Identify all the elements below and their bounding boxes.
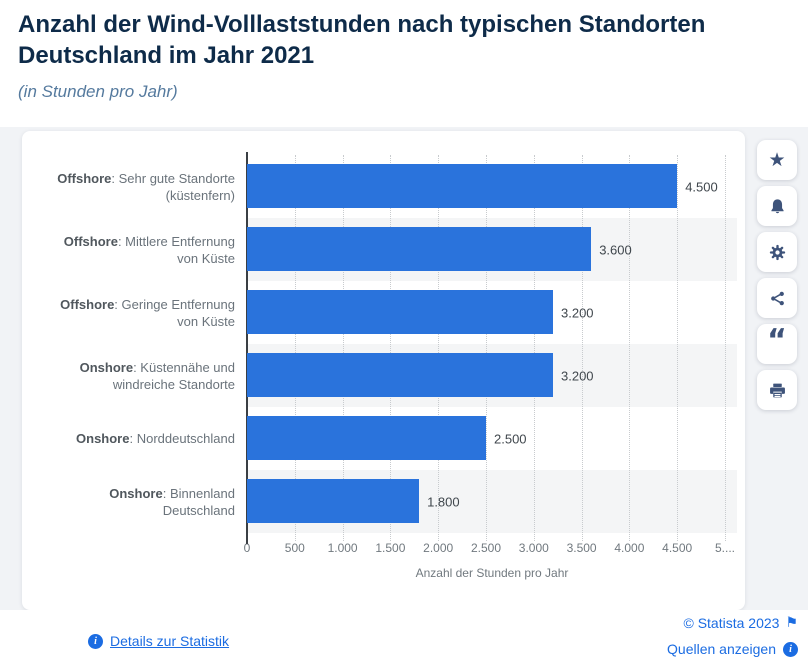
- sources-link[interactable]: Quellen anzeigen i: [667, 638, 798, 660]
- toolbar-cite-button[interactable]: “: [757, 324, 797, 364]
- chart-row: Onshore: Küstennähe und windreiche Stand…: [22, 344, 737, 407]
- x-axis: 0 500 1.000 1.500 2.000 2.500 3.000 3.500 4.000 4…: [243, 541, 747, 557]
- bar-value-label: 4.500: [685, 179, 718, 194]
- x-tick: 2.000: [423, 541, 454, 555]
- toolbar-favorite-button[interactable]: ★: [757, 140, 797, 180]
- bar-value-label: 1.800: [427, 494, 460, 509]
- plot-row: 3.600: [247, 218, 737, 281]
- toolbar-alerts-button[interactable]: [757, 186, 797, 226]
- chart-card: Offshore: Sehr gute Standorte (küstenfer…: [22, 131, 745, 610]
- x-tick: 3.500: [566, 541, 597, 555]
- chart-row: Offshore: Geringe Entfernung von Küste 3.…: [22, 281, 737, 344]
- bar[interactable]: [247, 353, 553, 397]
- bar-chart: Offshore: Sehr gute Standorte (küstenfer…: [22, 155, 737, 533]
- x-tick: 4.500: [662, 541, 693, 555]
- category-label: Offshore: Mittlere Entfernung von Küste: [63, 233, 235, 266]
- printer-icon: [769, 382, 786, 399]
- bar[interactable]: [247, 416, 486, 460]
- plot-row: 2.500: [247, 407, 737, 470]
- x-tick: 3.000: [518, 541, 549, 555]
- details-link-label: Details zur Statistik: [110, 633, 230, 649]
- bell-icon: [769, 198, 786, 215]
- category-label: Onshore: Küstennähe und windreiche Stand…: [79, 359, 235, 392]
- chart-row: Offshore: Sehr gute Standorte (küstenfer…: [22, 155, 737, 218]
- toolbar-settings-button[interactable]: [757, 232, 797, 272]
- chart-header: Anzahl der Wind-Volllaststunden nach typ…: [0, 0, 808, 127]
- x-axis-title: Anzahl der Stunden pro Jahr: [415, 566, 569, 580]
- plot-row: 3.200: [247, 344, 737, 407]
- info-icon: i: [783, 641, 798, 657]
- bar-value-label: 2.500: [494, 431, 527, 446]
- footer-bar: i Details zur Statistik © Statista 2023 …: [0, 610, 808, 667]
- quote-icon: “: [767, 323, 787, 358]
- bar[interactable]: [247, 164, 678, 208]
- chart-row: Offshore: Mittlere Entfernung von Küste 3…: [22, 218, 737, 281]
- plot-row: 3.200: [247, 281, 737, 344]
- footer-right: © Statista 2023 ⚑ Quellen anzeigen i: [667, 612, 798, 660]
- bar[interactable]: [247, 479, 420, 523]
- chart-row: Onshore: Binnenland Deutschland 1.800: [22, 470, 737, 533]
- action-toolbar: ★ “: [757, 140, 797, 410]
- category-label: Onshore: Binnenland Deutschland: [109, 485, 235, 518]
- bar[interactable]: [247, 227, 592, 271]
- sources-link-label: Quellen anzeigen: [667, 641, 776, 657]
- category-label: Offshore: Sehr gute Standorte (küstenfer…: [57, 170, 235, 203]
- share-icon: [769, 290, 786, 307]
- plot-row: 4.500: [247, 155, 737, 218]
- star-icon: ★: [768, 149, 786, 171]
- toolbar-print-button[interactable]: [757, 370, 797, 410]
- x-tick: 1.000: [327, 541, 358, 555]
- bar-value-label: 3.600: [599, 242, 632, 257]
- page-subtitle: (in Stunden pro Jahr): [18, 82, 178, 101]
- gear-icon: [769, 244, 786, 261]
- bar-value-label: 3.200: [561, 368, 594, 383]
- bar-value-label: 3.200: [561, 305, 594, 320]
- chart-row: Onshore: Norddeutschland 2.500: [22, 407, 737, 470]
- category-label: Onshore: Norddeutschland: [76, 431, 235, 446]
- x-tick: 1.500: [375, 541, 406, 555]
- bar[interactable]: [247, 290, 553, 334]
- category-label: Offshore: Geringe Entfernung von Küste: [60, 296, 235, 329]
- plot-row: 1.800: [247, 470, 737, 533]
- toolbar-share-button[interactable]: [757, 278, 797, 318]
- copyright-label: © Statista 2023: [683, 615, 780, 631]
- details-link[interactable]: i Details zur Statistik: [88, 633, 229, 649]
- x-tick: 5....: [714, 541, 736, 555]
- x-tick: 0: [243, 541, 251, 555]
- info-icon: i: [88, 633, 103, 649]
- page-title-line-2: Deutschland im Jahr 2021: [18, 42, 315, 69]
- x-tick: 500: [284, 541, 305, 555]
- page-title-line-1: Anzahl der Wind-Volllaststunden nach typ…: [18, 11, 706, 38]
- x-tick: 2.500: [470, 541, 502, 555]
- statista-copyright: © Statista 2023 ⚑: [667, 612, 799, 634]
- flag-icon[interactable]: ⚑: [785, 615, 798, 631]
- x-tick: 4.000: [614, 541, 645, 555]
